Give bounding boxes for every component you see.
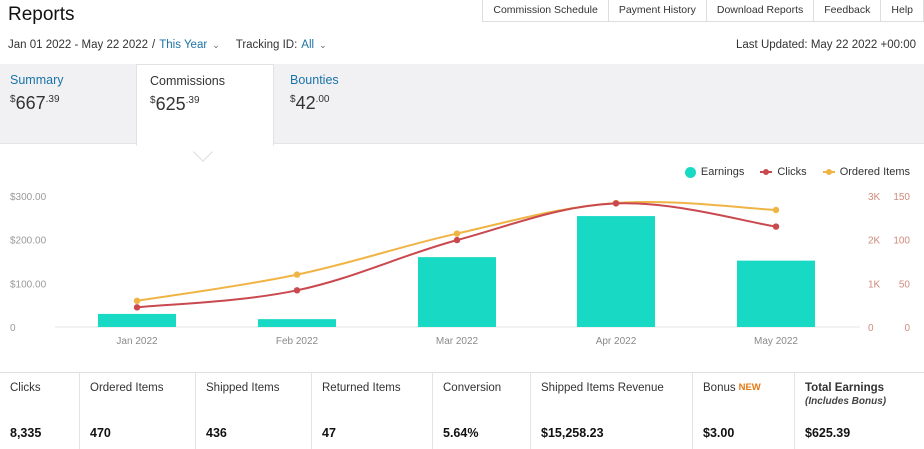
feedback-button[interactable]: Feedback [813, 0, 882, 22]
last-updated: Last Updated: May 22 2022 +00:00 [736, 39, 916, 51]
download-reports-button[interactable]: Download Reports [705, 0, 815, 22]
stat-clicks: Clicks 8,335 [0, 373, 80, 449]
x-tick-label: Mar 2022 [436, 336, 479, 347]
tracking-id-dropdown[interactable]: All [301, 39, 315, 51]
ordered-line-icon [822, 167, 835, 177]
ordered-items-point [772, 206, 780, 214]
stat-ordered-items: Ordered Items 470 [80, 373, 196, 449]
earnings-bar [577, 216, 655, 327]
chevron-down-icon[interactable]: ⌄ [212, 39, 220, 50]
y-right-clicks-tick-label: 1K [868, 279, 881, 290]
legend-ordered-items[interactable]: Ordered Items [822, 166, 910, 178]
x-tick-label: Apr 2022 [596, 336, 637, 347]
y-right-clicks-tick-label: 2K [868, 236, 881, 247]
ordered-items-point [453, 230, 461, 237]
stat-shipped-items-revenue: Shipped Items Revenue $15,258.23 [531, 373, 693, 449]
clicks-point [133, 304, 141, 311]
legend-clicks[interactable]: Clicks [760, 166, 807, 178]
earnings-bar [258, 319, 336, 327]
new-badge: NEW [738, 382, 761, 393]
page-title: Reports [8, 4, 75, 25]
y-right-ordered-tick-label: 50 [899, 279, 911, 290]
earnings-bar [737, 260, 815, 327]
tab-label: Summary [10, 73, 64, 87]
stat-shipped-items: Shipped Items 436 [196, 373, 312, 449]
x-tick-label: Jan 2022 [116, 336, 158, 347]
tab-bounties[interactable]: Bounties $42.00 [276, 64, 416, 146]
stat-sub-label: (Includes Bonus) [805, 396, 887, 407]
y-right-ordered-tick-label: 100 [893, 236, 910, 247]
clicks-point [612, 200, 620, 207]
chart-legend: Earnings Clicks Ordered Items [669, 166, 910, 178]
stat-returned-items: Returned Items 47 [312, 373, 433, 449]
tab-label: Bounties [290, 73, 339, 87]
date-separator: / [152, 39, 156, 51]
earnings-bar [418, 257, 496, 327]
tab-amount: $667.39 [10, 93, 60, 113]
clicks-point [453, 236, 461, 244]
tab-amount: $42.00 [290, 93, 330, 113]
x-tick-label: Feb 2022 [276, 336, 319, 347]
earnings-dot-icon [684, 166, 696, 178]
stat-value: $625.39 [805, 426, 851, 440]
help-button[interactable]: Help [880, 0, 924, 22]
commission-schedule-button[interactable]: Commission Schedule [482, 0, 609, 22]
legend-earnings[interactable]: Earnings [684, 166, 744, 178]
period-dropdown[interactable]: This Year [159, 39, 208, 51]
stat-value: 5.64% [443, 426, 479, 440]
y-right-clicks-tick-label: 3K [868, 192, 881, 203]
clicks-line-icon [760, 167, 773, 177]
stat-value: 47 [322, 426, 336, 440]
stat-total-earnings: Total Earnings (Includes Bonus) $625.39 [795, 373, 924, 449]
tab-label: Commissions [150, 74, 226, 88]
payment-history-button[interactable]: Payment History [607, 0, 707, 22]
stat-value: 8,335 [10, 426, 42, 440]
chevron-down-icon[interactable]: ⌄ [319, 39, 327, 50]
earnings-chart: 0 $100.00 $200.00 $300.00 0 1K 2K 3K 0 50 100 150 Ja… [10, 192, 911, 347]
tracking-id-label: Tracking ID: [235, 39, 298, 51]
clicks-point [772, 223, 780, 230]
y-right-clicks-tick-label: 0 [868, 323, 874, 334]
tab-commissions[interactable]: Commissions $625.39 [136, 64, 274, 146]
y-left-tick-label: 0 [10, 323, 16, 334]
ordered-items-point [133, 297, 141, 304]
stat-value: $3.00 [703, 426, 735, 440]
x-tick-label: May 2022 [754, 336, 798, 347]
ordered-items-point [293, 271, 301, 278]
y-left-tick-label: $200.00 [10, 236, 47, 247]
y-right-ordered-tick-label: 150 [893, 192, 910, 203]
y-right-ordered-tick-label: 0 [904, 323, 910, 334]
tab-summary[interactable]: Summary $667.39 [0, 64, 136, 146]
earnings-bar [98, 313, 176, 327]
stat-value: $15,258.23 [541, 426, 604, 440]
stat-conversion: Conversion 5.64% [433, 373, 531, 449]
y-left-tick-label: $100.00 [10, 279, 47, 290]
clicks-point [293, 287, 301, 294]
stat-bonus: Bonus NEW $3.00 [693, 373, 795, 449]
y-left-tick-label: $300.00 [10, 192, 47, 203]
top-nav: Commission Schedule Payment History Down… [482, 0, 924, 22]
stat-value: 436 [206, 426, 227, 440]
date-range: Jan 01 2022 - May 22 2022 [8, 39, 149, 51]
stats-bar: Clicks 8,335 Ordered Items 470 Shipped I… [0, 372, 924, 449]
stat-value: 470 [90, 426, 111, 440]
tab-amount: $625.39 [150, 94, 200, 114]
filter-bar: Jan 01 2022 - May 22 2022 / This Year ⌄ … [8, 39, 327, 51]
